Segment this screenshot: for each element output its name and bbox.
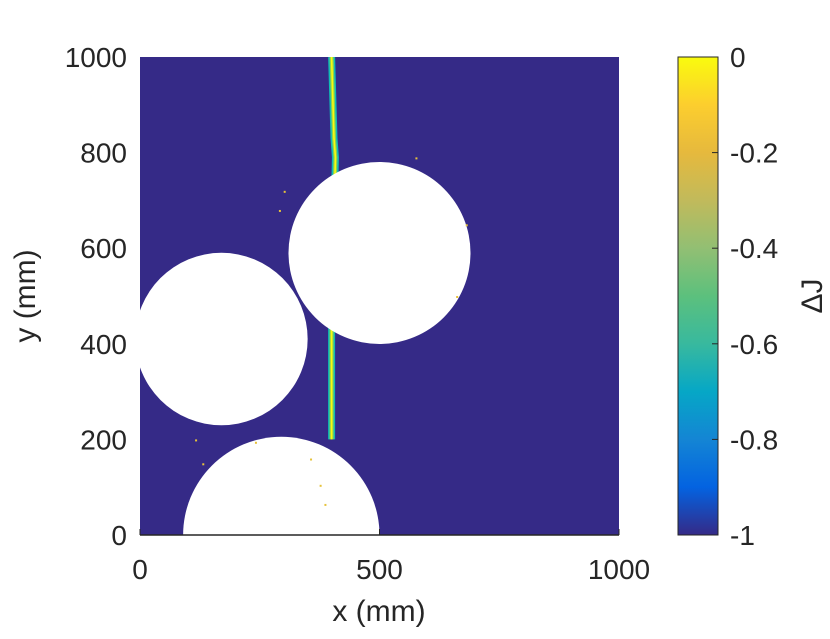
y-tick-label: 600	[80, 233, 127, 264]
scatter-dot	[456, 296, 459, 298]
excluded-circle-3	[183, 436, 380, 535]
x-axis-label: x (mm)	[332, 595, 425, 628]
colorbar-tick-label: -0.8	[730, 424, 778, 455]
y-tick-label: 400	[80, 329, 127, 360]
scatter-dot	[278, 209, 281, 212]
excluded-circle-1	[288, 161, 471, 344]
y-tick-label: 800	[80, 138, 127, 169]
colorbar: 0 -0.2 -0.4 -0.6 -0.8 -1 ΔJ	[677, 42, 829, 551]
colorbar-tick-label: 0	[730, 42, 746, 73]
x-tick-label: 1000	[588, 554, 650, 585]
crack-line-core	[330, 57, 337, 440]
x-tick-label: 500	[356, 554, 403, 585]
scatter-dot	[202, 463, 205, 466]
scatter-dot	[415, 157, 418, 160]
colorbar-label: ΔJ	[796, 278, 829, 313]
scatter-dot	[195, 439, 198, 442]
x-axis: 0 500 1000	[132, 529, 650, 585]
scatter-dot	[319, 484, 322, 487]
colorbar-tick-label: -0.2	[730, 138, 778, 169]
colorbar-tick-label: -0.4	[730, 233, 778, 264]
heatmap-plot-area	[140, 57, 619, 535]
y-axis-label: y (mm)	[9, 249, 42, 342]
x-tick-label: 0	[132, 554, 148, 585]
y-axis: 0 200 400 600 800 1000	[65, 42, 127, 551]
scatter-dot	[310, 458, 313, 461]
scatter-dot	[324, 503, 327, 506]
colorbar-tick-label: -1	[730, 520, 755, 551]
y-tick-label: 0	[111, 520, 127, 551]
colorbar-tick-label: -0.6	[730, 329, 778, 360]
colorbar-gradient	[677, 56, 719, 536]
scatter-dot	[254, 441, 257, 444]
scatter-dot	[283, 190, 286, 193]
scatter-dot	[465, 224, 468, 227]
y-tick-label: 1000	[65, 42, 127, 73]
y-tick-label: 200	[80, 424, 127, 455]
colorbar-ticks: 0 -0.2 -0.4 -0.6 -0.8 -1	[712, 42, 778, 551]
excluded-circle-2	[140, 252, 308, 426]
